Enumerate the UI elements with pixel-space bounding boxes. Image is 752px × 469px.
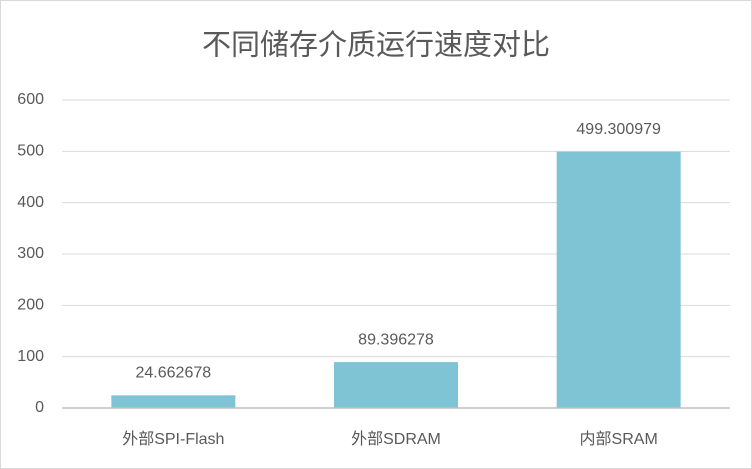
bar — [556, 151, 681, 408]
y-tick-label: 600 — [17, 91, 44, 108]
data-label: 24.662678 — [136, 365, 212, 382]
x-tick-label: 内部SRAM — [580, 430, 658, 448]
y-tick-label: 500 — [17, 143, 44, 160]
y-tick-label: 200 — [17, 297, 44, 314]
bar — [334, 362, 458, 408]
x-tick-label: 外部SDRAM — [351, 430, 441, 448]
data-label: 499.300979 — [576, 121, 661, 138]
data-label: 89.396278 — [358, 331, 434, 348]
bar — [111, 395, 236, 408]
x-tick-label: 外部SPI-Flash — [122, 430, 224, 448]
chart-title: 不同储存介质运行速度对比 — [202, 29, 550, 62]
y-tick-label: 300 — [17, 245, 44, 262]
y-tick-label: 100 — [17, 348, 44, 365]
y-tick-label: 400 — [17, 194, 44, 211]
y-tick-label: 0 — [35, 399, 44, 416]
